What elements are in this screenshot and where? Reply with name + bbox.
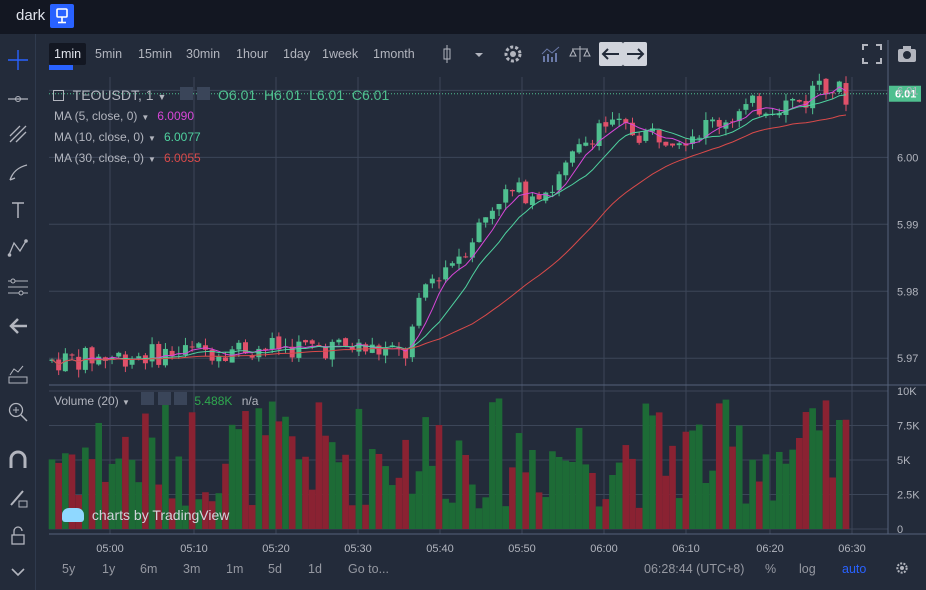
range-1m[interactable]: 1m (226, 562, 244, 576)
range-5d[interactable]: 5d (268, 562, 282, 576)
indicator-dropdown-icon[interactable]: ▼ (141, 113, 150, 122)
ohlc-values: O6.01 H6.01 L6.01 C6.01 (218, 87, 390, 103)
range-5y[interactable]: 5y (62, 562, 76, 576)
volume-extra: n/a (241, 394, 259, 408)
bottom-bar: 5y 1y 6m 3m 1m 5d 1d Go to... 06:28:44 (UTC+8)% l… (52, 558, 926, 582)
magnet-icon[interactable] (4, 446, 32, 474)
gear-icon[interactable] (197, 87, 211, 100)
symbol-legend: TEOUSDT, 1 ▼ O6.01 H6.01 L6.01 C6.01 (53, 87, 389, 103)
settings-gear-icon[interactable] (894, 560, 910, 579)
timeframe-15min[interactable]: 15min (138, 47, 173, 61)
compare-bars-icon[interactable] (539, 42, 563, 66)
volume-value: 5.488K (194, 394, 233, 408)
gear-icon[interactable] (157, 392, 171, 405)
theme-toggle-button[interactable] (50, 4, 74, 28)
redo-icon[interactable] (623, 42, 647, 66)
pattern-icon[interactable] (4, 234, 32, 262)
range-6m[interactable]: 6m (140, 562, 158, 576)
top-toolbar: 1min 5min 15min 30min 1hour 1day 1week 1month (44, 38, 926, 70)
eye-icon[interactable] (141, 392, 155, 405)
range-1y[interactable]: 1y (102, 562, 116, 576)
cloud-icon (62, 508, 84, 522)
top-bar: dark (0, 0, 926, 34)
range-1d[interactable]: 1d (308, 562, 322, 576)
watermark-text: charts by TradingView (91, 507, 230, 523)
auto-toggle[interactable]: auto (842, 562, 867, 576)
indicator-dropdown-icon[interactable]: ▼ (148, 155, 156, 164)
lock-icon[interactable] (4, 522, 32, 550)
measure-icon[interactable] (4, 272, 32, 300)
indicator-dropdown-icon[interactable]: ▼ (148, 134, 156, 143)
indicator-legend-1[interactable]: MA (10, close, 0) ▼ 6.0077 (54, 130, 201, 144)
undo-icon[interactable] (599, 42, 623, 66)
indicator-label[interactable]: MA (10, close, 0) (54, 130, 145, 144)
indicator-value: 6.0077 (163, 130, 201, 144)
crosshair-icon[interactable] (4, 46, 32, 74)
watermark[interactable]: charts by TradingView (62, 506, 229, 523)
back-arrow-icon[interactable] (4, 312, 32, 340)
candles-icon[interactable] (439, 42, 463, 66)
volume-label[interactable]: Volume (20) (54, 394, 119, 408)
symbol-dropdown-icon[interactable]: ▼ (157, 92, 167, 102)
clock-readout: 06:28:44 (UTC+8) (644, 562, 745, 576)
indicator-value: 6.0090 (157, 109, 194, 123)
indicator-legend-0[interactable]: MA (5, close, 0) ▼ 6.0090 (54, 109, 194, 123)
collapse-icon[interactable] (53, 90, 64, 101)
fullscreen-icon[interactable] (860, 42, 884, 66)
active-timeframe-marker (49, 65, 73, 70)
timeframe-1hour[interactable]: 1hour (236, 47, 268, 61)
percent-toggle[interactable]: % (765, 562, 777, 576)
dropdown-arrow-icon[interactable] (467, 42, 491, 66)
zoom-in-icon[interactable] (4, 398, 32, 426)
chevron-down-icon[interactable] (4, 558, 32, 586)
ruler-icon[interactable] (4, 360, 32, 388)
lamp-icon (56, 8, 68, 24)
timeframe-1week[interactable]: 1week (322, 47, 359, 61)
drawing-toolbar (0, 34, 36, 590)
text-icon[interactable] (4, 196, 32, 224)
volume-legend: Volume (20) ▼ 5.488K n/a (54, 392, 258, 408)
gear-icon[interactable] (501, 42, 525, 66)
symbol-name[interactable]: TEOUSDT, 1 (72, 87, 154, 103)
timeframe-1day[interactable]: 1day (283, 47, 311, 61)
fib-icon[interactable] (4, 120, 32, 148)
indicator-legend-2[interactable]: MA (30, close, 0) ▼ 6.0055 (54, 151, 201, 165)
indicator-value: 6.0055 (163, 151, 201, 165)
indicator-label[interactable]: MA (30, close, 0) (54, 151, 145, 165)
eye-icon[interactable] (180, 87, 194, 100)
theme-label: dark (16, 7, 46, 24)
volume-dropdown-icon[interactable]: ▼ (122, 398, 130, 407)
scales-icon[interactable] (568, 42, 592, 66)
close-icon[interactable] (174, 392, 187, 405)
timeframe-5min[interactable]: 5min (95, 47, 123, 61)
indicator-label[interactable]: MA (5, close, 0) (54, 109, 138, 123)
camera-icon[interactable] (895, 42, 919, 66)
timeframe-30min[interactable]: 30min (186, 47, 221, 61)
timeframe-1min[interactable]: 1min (49, 43, 87, 65)
trend-line-icon[interactable] (4, 84, 32, 112)
lock-pencil-icon[interactable] (4, 484, 32, 512)
log-toggle[interactable]: log (799, 562, 816, 576)
goto-button[interactable]: Go to... (348, 562, 389, 576)
timeframe-1month[interactable]: 1month (373, 47, 415, 61)
brush-icon[interactable] (4, 158, 32, 186)
range-3m[interactable]: 3m (183, 562, 201, 576)
